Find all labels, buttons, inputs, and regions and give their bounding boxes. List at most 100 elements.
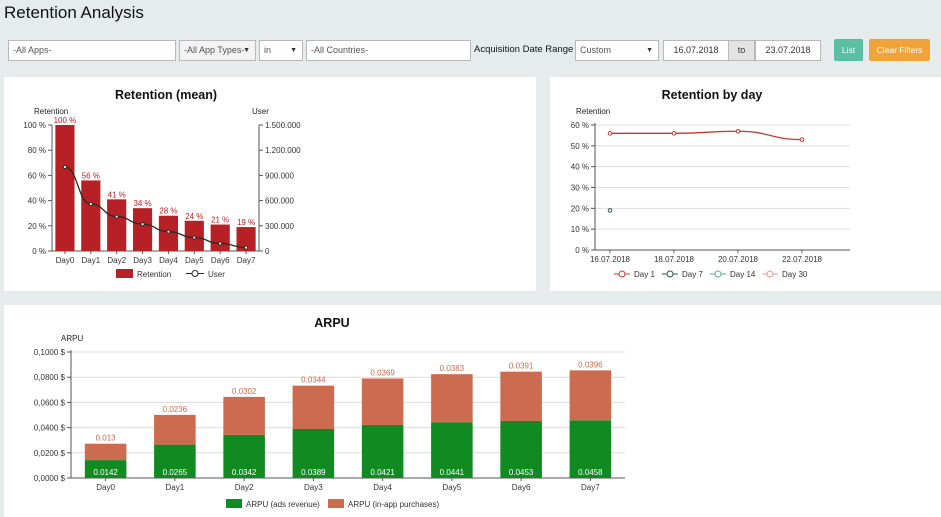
ads-revenue-label: 0.0421	[370, 468, 395, 477]
legend-ads-swatch	[226, 499, 242, 508]
chevron-down-icon: ▼	[290, 47, 297, 54]
x-tick-label: Day5	[443, 483, 462, 492]
user-point	[243, 245, 249, 250]
retention-bar-label: 28 %	[159, 207, 177, 216]
y-tick-label: 60 %	[28, 171, 46, 180]
x-tick-label: Day7	[581, 483, 600, 492]
legend-in-app-label: ARPU (in-app purchases)	[348, 500, 439, 509]
y-tick-label: 80 %	[28, 146, 46, 155]
legend-label: Day 7	[682, 270, 703, 279]
chart-title: Retention by day	[662, 88, 763, 102]
in-app-label: 0.0344	[301, 376, 326, 385]
user-point	[62, 164, 68, 170]
user-series-line	[64, 166, 247, 249]
date-range-label: Acquisition Date Range :	[474, 44, 579, 55]
in-app-label: 0.013	[96, 434, 117, 443]
ads-revenue-bar	[431, 422, 473, 478]
apps-select-text: -All Apps-	[13, 45, 52, 55]
clear-filters-button[interactable]: Clear Filters	[869, 39, 930, 61]
y2-tick-label: 300.000	[265, 222, 294, 231]
y-tick-label: 60 %	[571, 121, 589, 130]
in-app-label: 0.0396	[578, 360, 603, 369]
series-point	[607, 208, 613, 213]
ads-revenue-label: 0.0458	[578, 468, 603, 477]
app-types-select[interactable]: -All App Types- ▼	[179, 40, 256, 61]
y-tick-label: 100 %	[23, 121, 46, 130]
in-app-label: 0.0383	[440, 364, 465, 373]
x-tick-label: Day4	[159, 256, 178, 265]
x-tick-label: 18.07.2018	[654, 255, 695, 264]
in-app-label: 0.0302	[232, 387, 257, 396]
series-point	[799, 137, 805, 142]
x-tick-label: Day3	[133, 256, 152, 265]
legend-ads-label: ARPU (ads revenue)	[246, 500, 320, 509]
ads-revenue-bar	[154, 444, 196, 478]
retention-bar	[107, 199, 127, 251]
user-point	[192, 235, 197, 240]
user-point	[88, 201, 93, 207]
in-app-label: 0.0236	[163, 405, 188, 414]
series-point	[671, 131, 677, 136]
y-tick-label: 30 %	[571, 184, 589, 193]
apps-select[interactable]: -All Apps-	[8, 40, 176, 61]
legend-user-marker	[191, 270, 199, 277]
retention-bar-label: 21 %	[211, 216, 229, 225]
retention-mean-chart: Retention (mean) Retention User 0 % 20 % 40 %…	[23, 88, 301, 279]
list-button[interactable]: List	[834, 39, 863, 61]
ads-revenue-label: 0.0342	[232, 468, 257, 477]
x-tick-label: Day4	[373, 483, 392, 492]
retention-bar-label: 56 %	[82, 171, 100, 180]
user-point	[114, 214, 119, 219]
y2-tick-label: 1.500.000	[265, 121, 301, 130]
retention-bar-label: 41 %	[108, 190, 126, 199]
x-tick-label: 22.07.2018	[782, 255, 823, 264]
retention-bar	[55, 125, 75, 251]
x-tick-label: Day2	[107, 256, 126, 265]
chevron-down-icon: ▼	[243, 47, 250, 54]
y-axis-label: Retention	[34, 107, 68, 116]
retention-by-day-panel: Retention by day Retention 0 % 10 % 20 % 30 %…	[550, 77, 941, 291]
chart-title: Retention (mean)	[115, 88, 217, 102]
x-tick-label: Day0	[96, 483, 115, 492]
retention-bar	[132, 208, 153, 251]
x-tick-label: Day1	[81, 256, 100, 265]
x-tick-label: 16.07.2018	[590, 255, 631, 264]
ads-revenue-bar	[223, 434, 265, 478]
x-tick-label: 20.07.2018	[718, 255, 759, 264]
chart-title: ARPU	[314, 316, 349, 330]
legend-user-label: User	[208, 270, 225, 279]
x-tick-label: Day2	[235, 483, 254, 492]
legend-label: Day 14	[730, 270, 756, 279]
x-tick-label: Day6	[211, 256, 230, 265]
date-from-input[interactable]: 16.07.2018	[663, 40, 729, 61]
in-app-label: 0.0391	[509, 362, 534, 371]
retention-bar	[81, 180, 101, 251]
user-point	[166, 229, 171, 234]
y-tick-label: 0,0400 $	[34, 424, 66, 433]
y2-tick-label: 1.200.000	[265, 146, 301, 155]
in-app-bar	[154, 414, 196, 445]
date-to-input[interactable]: 23.07.2018	[755, 40, 821, 61]
x-tick-label: Day0	[56, 256, 75, 265]
legend-label: Day 30	[782, 270, 808, 279]
countries-select[interactable]: -All Countries-	[306, 40, 471, 61]
in-app-bar	[84, 443, 127, 461]
countries-select-text: -All Countries-	[311, 45, 369, 55]
y2-tick-label: 600.000	[265, 197, 294, 206]
retention-bar	[210, 224, 230, 251]
y-tick-label: 40 %	[571, 163, 589, 172]
y2-tick-label: 900.000	[265, 171, 294, 180]
arpu-chart: ARPU ARPU 0,0000 $ 0,0200 $ 0,0400 $ 0,0600 $…	[34, 316, 625, 509]
to-label: to	[728, 40, 755, 61]
retention-mean-panel: Retention (mean) Retention User 0 % 20 % 40 %…	[4, 77, 536, 291]
date-range-select[interactable]: Custom ▼	[575, 40, 659, 61]
y-tick-label: 0,0600 $	[34, 398, 66, 407]
app-types-text: -All App Types-	[184, 45, 245, 55]
x-tick-label: Day5	[185, 256, 204, 265]
in-select[interactable]: in ▼	[259, 40, 303, 61]
retention-bar-label: 34 %	[133, 199, 151, 208]
in-app-bar	[361, 378, 404, 425]
legend-label: Day 1	[634, 270, 655, 279]
in-app-label: 0.0369	[370, 368, 395, 377]
x-tick-label: Day3	[304, 483, 323, 492]
